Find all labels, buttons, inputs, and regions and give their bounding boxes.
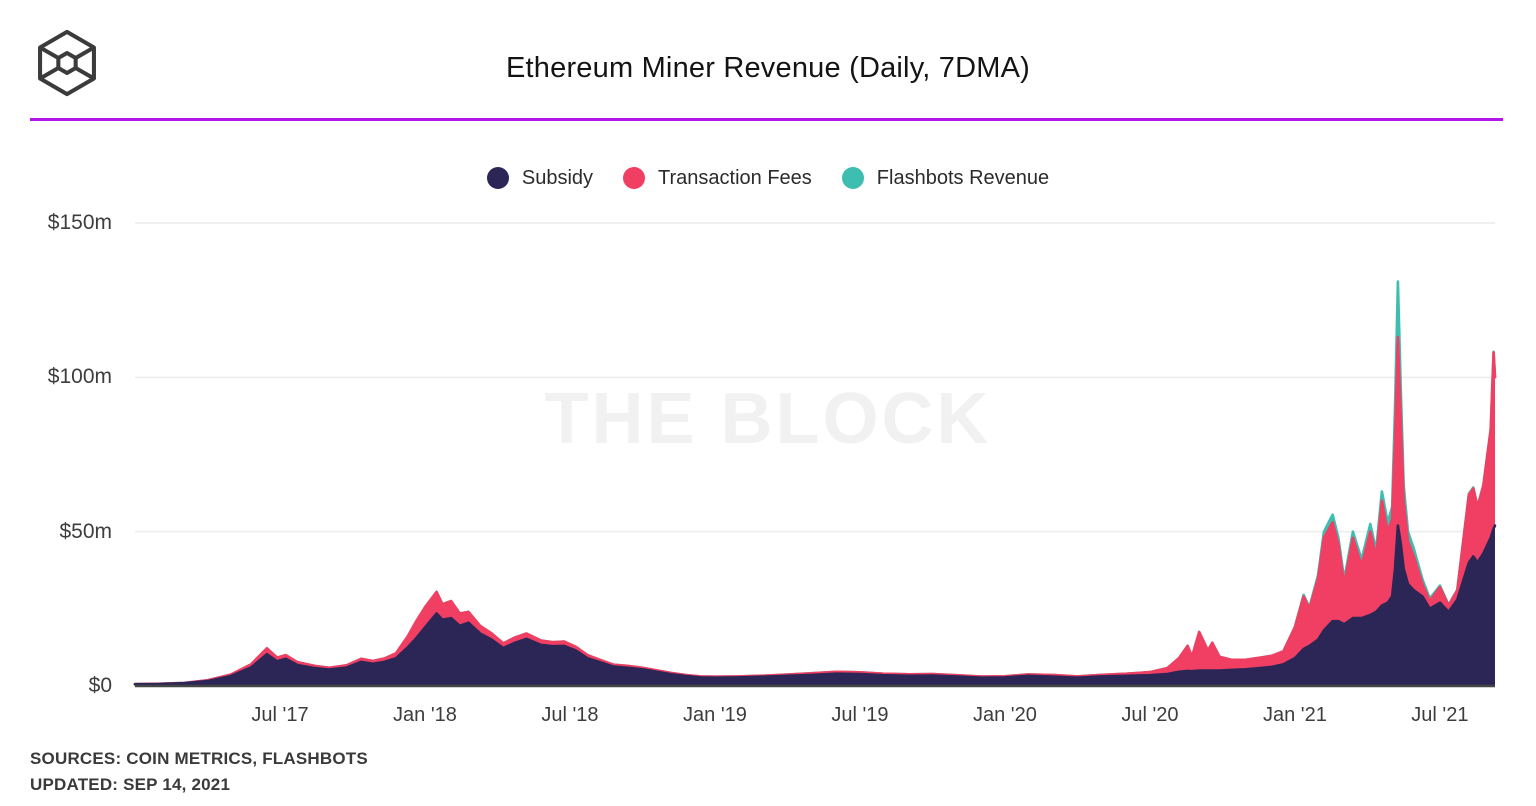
watermark: THE BLOCK: [544, 379, 992, 459]
chart-footer: SOURCES: COIN METRICS, FLASHBOTS UPDATED…: [30, 746, 368, 798]
legend-label: Flashbots Revenue: [876, 166, 1050, 189]
x-tick-label: Jul '19: [831, 704, 889, 726]
accent-divider: [30, 118, 1503, 121]
line-subsidy: [133, 524, 1497, 686]
area-subsidy: [135, 525, 1495, 686]
x-tick-label: Jan '20: [972, 704, 1037, 726]
subsidy-dot-icon: [486, 167, 509, 189]
chart-legend: Subsidy Transaction Fees Flashbots Reven…: [0, 162, 1536, 194]
x-tick-label: Jan '21: [1262, 704, 1327, 726]
x-tick-label: Jul '18: [541, 704, 599, 726]
legend-item-transaction-fees[interactable]: Transaction Fees: [623, 167, 812, 190]
transaction-fees-dot-icon: [623, 167, 646, 189]
legend-label: Subsidy: [521, 166, 594, 189]
line-flashbots-revenue: [133, 280, 1497, 686]
x-tick-label: Jul '17: [251, 704, 309, 726]
legend-item-subsidy[interactable]: Subsidy: [486, 166, 594, 190]
y-tick-label: $0: [88, 674, 112, 697]
x-tick-label: Jan '19: [683, 704, 747, 726]
x-tick-label: Jul '21: [1411, 704, 1469, 726]
y-tick-label: $50m: [59, 519, 112, 543]
x-tick-label: Jan '18: [393, 704, 457, 726]
area-flashbots-revenue: [135, 281, 1495, 686]
y-tick-label: $150m: [47, 211, 112, 234]
x-tick-label: Jul '20: [1121, 704, 1179, 726]
legend-item-flashbots-revenue[interactable]: Flashbots Revenue: [841, 166, 1050, 190]
the-block-logo-icon: [38, 29, 96, 97]
updated-text: UPDATED: SEP 14, 2021: [30, 775, 231, 794]
y-tick-label: $100m: [47, 365, 112, 389]
flashbots-revenue-dot-icon: [841, 167, 864, 189]
sources-text: SOURCES: COIN METRICS, FLASHBOTS: [30, 749, 368, 768]
page-title: Ethereum Miner Revenue (Daily, 7DMA): [505, 52, 1030, 84]
legend-label: Transaction Fees: [658, 166, 812, 189]
